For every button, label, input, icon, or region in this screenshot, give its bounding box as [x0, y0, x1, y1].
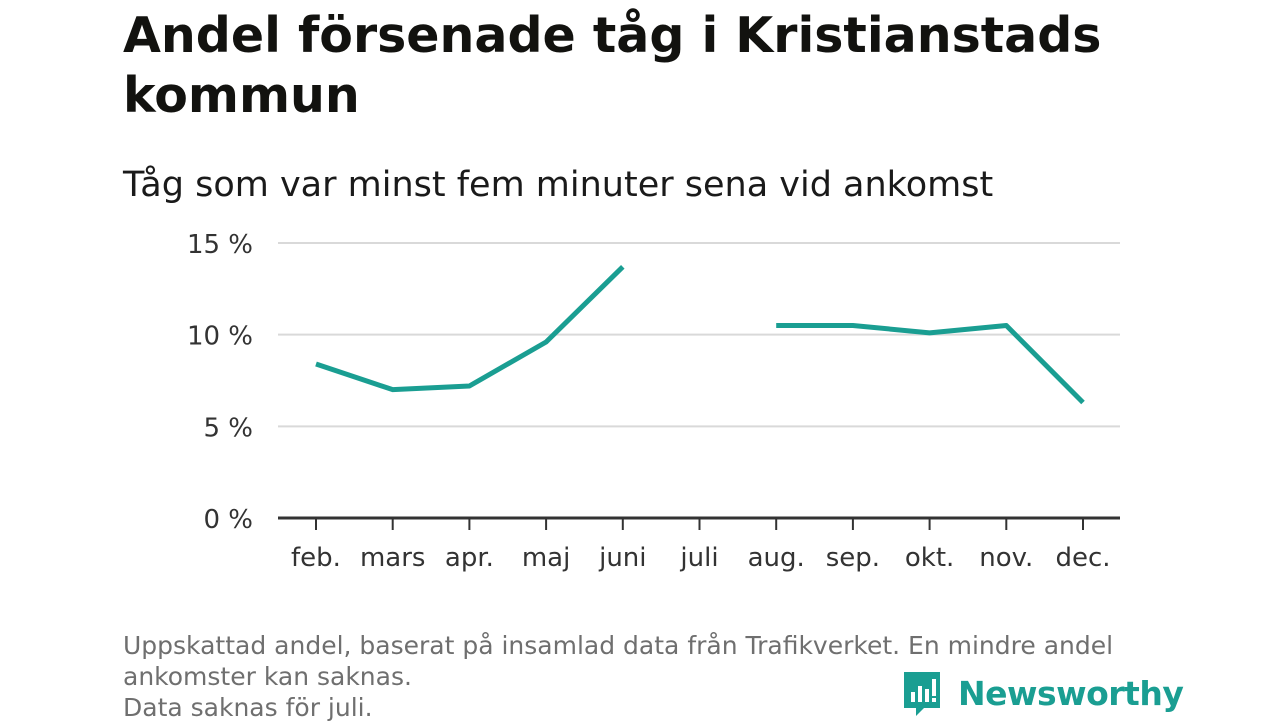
x-tick-label: dec.: [1055, 543, 1110, 573]
x-tick-label: nov.: [979, 543, 1033, 573]
x-tick-label: feb.: [291, 543, 341, 573]
data-point: [544, 340, 549, 345]
y-tick-label: 10 %: [187, 322, 253, 352]
x-tick-label: juli: [679, 543, 718, 573]
data-point: [390, 387, 395, 392]
data-point: [467, 384, 472, 389]
x-tick-label: mars: [360, 543, 426, 573]
x-tick-label: okt.: [905, 543, 954, 573]
y-tick-label: 0 %: [203, 505, 253, 535]
footnote-line: Data saknas för juli.: [123, 693, 373, 722]
footnote: Uppskattad andel, baserat på insamlad da…: [123, 630, 1153, 723]
brand-logo: Newsworthy: [902, 670, 1184, 718]
data-point: [620, 264, 625, 269]
chart-title: Andel försenade tåg i Kristianstads komm…: [123, 7, 1102, 124]
y-tick-label: 15 %: [187, 230, 253, 260]
x-tick-label: aug.: [748, 543, 805, 573]
x-tick-label: juni: [598, 543, 646, 573]
data-point: [1004, 323, 1009, 328]
data-point: [774, 323, 779, 328]
x-tick-label: apr.: [445, 543, 494, 573]
data-point: [314, 362, 319, 367]
x-tick-label: maj: [522, 543, 570, 573]
y-tick-label: 5 %: [203, 413, 253, 443]
data-point: [1081, 400, 1086, 405]
series-line: [315, 265, 625, 393]
footnote-line: Uppskattad andel, baserat på insamlad da…: [123, 631, 1114, 660]
footnote-line: ankomster kan saknas.: [123, 662, 412, 691]
x-tick-label: sep.: [826, 543, 880, 573]
chart-subtitle: Tåg som var minst fem minuter sena vid a…: [123, 165, 994, 205]
series-line: [776, 323, 1085, 405]
data-point: [927, 330, 932, 335]
brand-name: Newsworthy: [958, 674, 1184, 713]
newsworthy-logo-icon: [904, 672, 940, 716]
data-point: [850, 323, 855, 328]
